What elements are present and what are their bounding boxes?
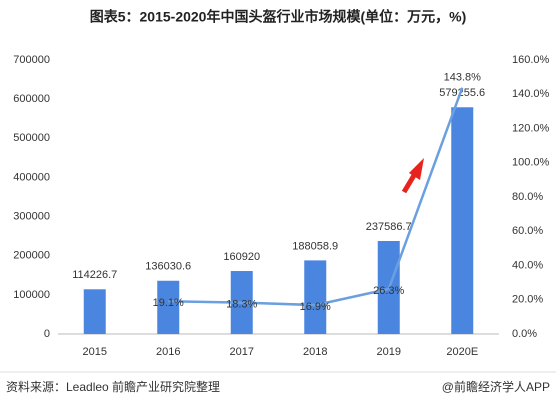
y2-tick-label: 140.0% (512, 88, 550, 100)
y2-tick-label: 160.0% (512, 54, 550, 66)
y-tick-label: 600000 (13, 93, 50, 105)
line-label: 26.3% (373, 285, 404, 297)
bar-label: 114226.7 (72, 269, 117, 281)
y2-tick-label: 0.0% (512, 328, 537, 340)
bar (451, 107, 474, 334)
credit: @前瞻经济学人APP (442, 379, 550, 394)
bar-label: 237586.7 (366, 221, 412, 233)
line (168, 87, 464, 307)
y2-tick-label: 20.0% (512, 294, 543, 306)
bar (304, 260, 327, 334)
y-tick-label: 300000 (13, 210, 50, 222)
x-tick-label: 2015 (83, 346, 107, 358)
y-tick-label: 400000 (13, 171, 50, 183)
bar-label: 188058.9 (292, 240, 338, 252)
source: 资料来源：Leadleo 前瞻产业研究院整理 (6, 379, 220, 394)
x-tick-label: 2020E (446, 346, 478, 358)
y2-tick-label: 40.0% (512, 259, 543, 271)
line-label: 18.3% (226, 299, 257, 311)
x-tick-label: 2017 (230, 346, 254, 358)
x-tick-label: 2019 (377, 346, 401, 358)
y-tick-label: 200000 (13, 250, 50, 262)
bar-label: 136030.6 (145, 261, 191, 273)
bar (157, 280, 180, 334)
y-tick-label: 0 (44, 328, 50, 340)
bar-label: 579255.6 (439, 87, 485, 99)
y2-tick-label: 120.0% (512, 122, 550, 134)
y-tick-label: 500000 (13, 132, 50, 144)
line-label: 19.1% (153, 297, 184, 309)
y2-tick-label: 100.0% (512, 157, 550, 169)
y2-tick-label: 60.0% (512, 225, 543, 237)
y-tick-label: 700000 (13, 54, 50, 66)
bar-label: 160920 (223, 251, 260, 263)
y-tick-label: 100000 (13, 289, 50, 301)
chart-title: 图表5：2015-2020年中国头盔行业市场规模(单位：万元，%) (90, 9, 467, 25)
y2-tick-label: 80.0% (512, 191, 543, 203)
line-label: 16.9% (300, 301, 331, 313)
x-tick-label: 2016 (156, 346, 180, 358)
arrow-head (409, 158, 424, 180)
x-tick-label: 2018 (303, 346, 327, 358)
line-label: 143.8% (444, 72, 482, 84)
bar (83, 289, 106, 334)
